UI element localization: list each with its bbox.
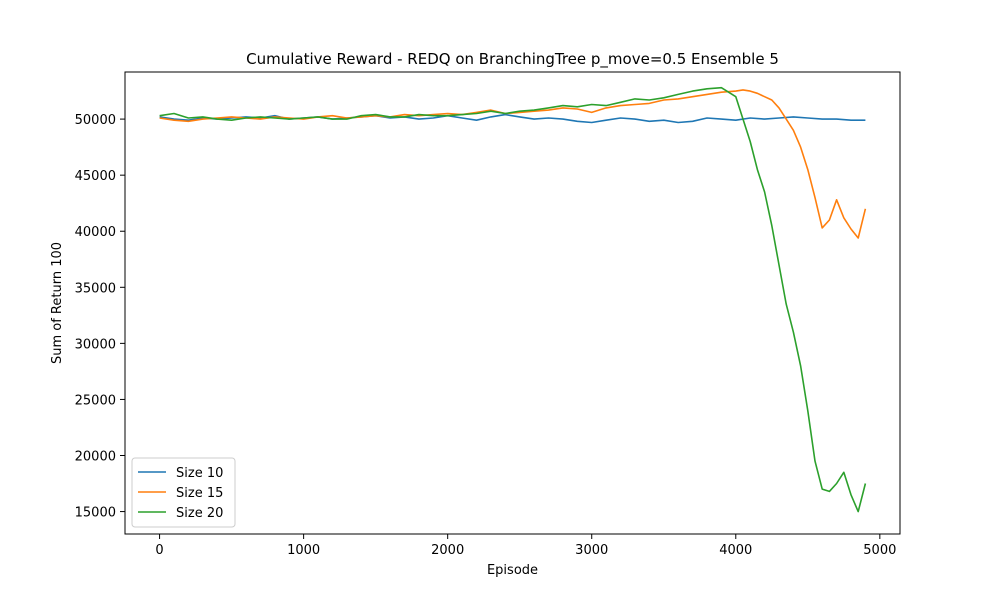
y-tick-label: 45000 bbox=[75, 169, 116, 184]
legend-label: Size 10 bbox=[176, 466, 223, 481]
x-axis-label: Episode bbox=[487, 563, 538, 578]
series-layer bbox=[159, 86, 867, 513]
chart-title: Cumulative Reward - REDQ on BranchingTre… bbox=[246, 50, 779, 69]
y-tick-label: 50000 bbox=[75, 113, 116, 128]
y-tick-label: 25000 bbox=[75, 393, 116, 408]
x-tick-label: 2000 bbox=[431, 543, 464, 558]
y-tick-label: 40000 bbox=[75, 225, 116, 240]
legend-box bbox=[131, 457, 236, 528]
x-tick-label: 4000 bbox=[719, 543, 752, 558]
legend: Size 10 Size 15 Size 20 bbox=[131, 457, 236, 528]
y-tick-label: 20000 bbox=[75, 450, 116, 465]
series-line-size-20 bbox=[159, 86, 867, 513]
x-tick-label: 0 bbox=[155, 543, 163, 558]
x-tick-label: 5000 bbox=[863, 543, 896, 558]
legend-label: Size 20 bbox=[176, 506, 223, 521]
series-line-size-10 bbox=[159, 113, 866, 124]
legend-label: Size 15 bbox=[176, 486, 223, 501]
y-tick-label: 15000 bbox=[75, 506, 116, 521]
x-axis: 0 1000 2000 3000 4000 5000 bbox=[155, 534, 896, 558]
y-axis: 15000 20000 25000 30000 35000 40000 45000 50000 bbox=[75, 113, 125, 521]
x-tick-label: 1000 bbox=[287, 543, 320, 558]
y-tick-label: 30000 bbox=[75, 337, 116, 352]
y-tick-label: 35000 bbox=[75, 281, 116, 296]
x-tick-label: 3000 bbox=[575, 543, 608, 558]
y-axis-label: Sum of Return 100 bbox=[50, 242, 65, 364]
plot-frame bbox=[124, 71, 901, 535]
